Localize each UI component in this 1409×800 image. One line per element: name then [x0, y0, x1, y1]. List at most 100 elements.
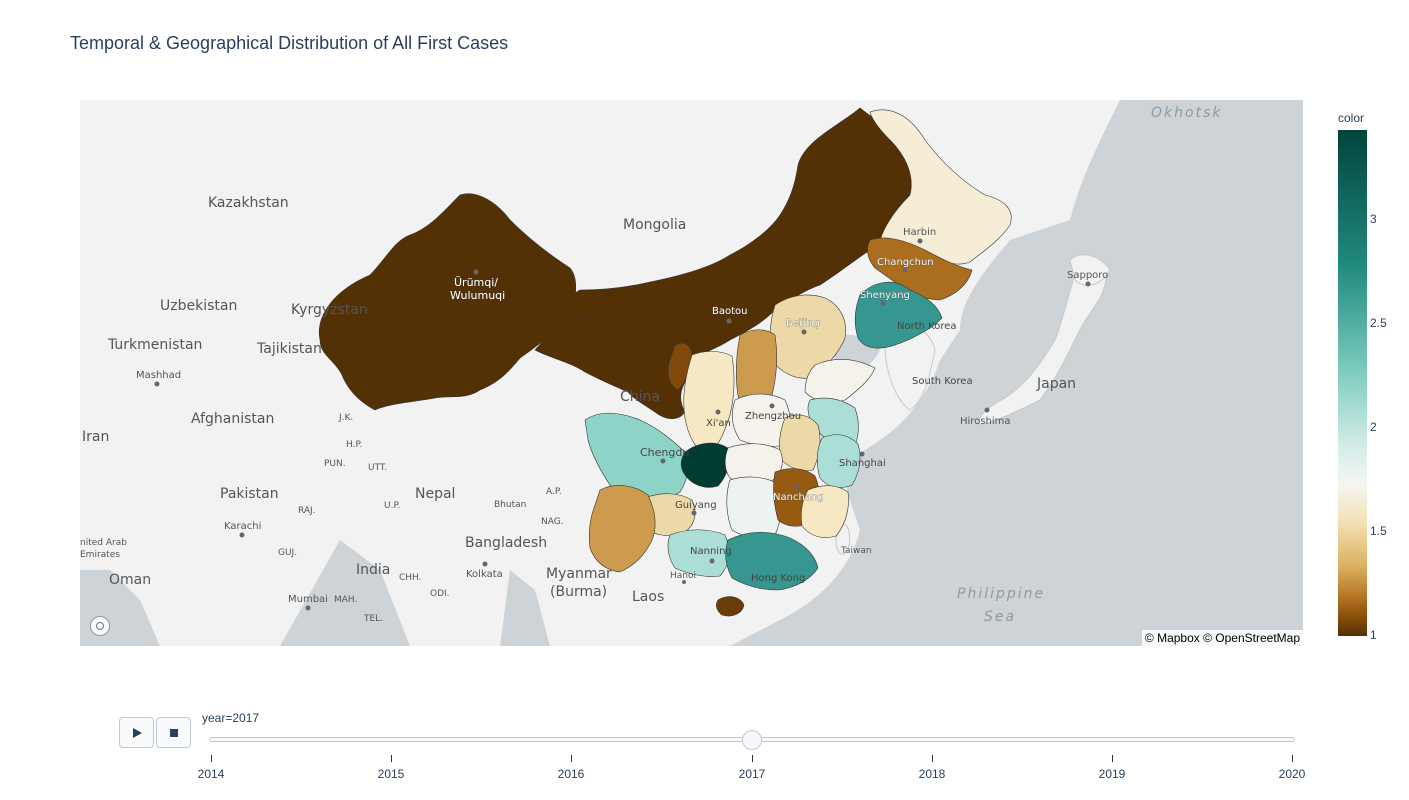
- colorbar-title: color: [1338, 111, 1365, 125]
- colorbar-tick-1: 1: [1370, 628, 1377, 642]
- city-dot-zhengzhou: [769, 403, 775, 409]
- label-kolkata: Kolkata: [466, 569, 503, 580]
- map-attribution[interactable]: © Mapbox © OpenStreetMap: [1141, 630, 1303, 646]
- label-north-korea: North Korea: [897, 321, 957, 332]
- city-dot-hiroshima: [984, 407, 990, 413]
- label-pakistan: Pakistan: [220, 486, 279, 502]
- label-karachi: Karachi: [224, 521, 261, 532]
- chart-title: Temporal & Geographical Distribution of …: [70, 33, 509, 53]
- play-icon: [133, 727, 142, 738]
- play-button[interactable]: [119, 717, 154, 748]
- city-dot-sapporo: [1085, 281, 1091, 287]
- label-nepal: Nepal: [415, 486, 455, 502]
- label-burma: (Burma): [550, 584, 607, 600]
- label-kazakhstan: Kazakhstan: [208, 195, 289, 211]
- city-dot-changchun: [902, 267, 908, 273]
- province-liaoning[interactable]: [854, 282, 943, 349]
- city-dot-shanghai: [859, 451, 865, 457]
- colorbar: [1338, 130, 1367, 636]
- label-china: China: [620, 389, 660, 405]
- label-raj: RAJ.: [298, 506, 316, 516]
- map-svg[interactable]: Kazakhstan Mongolia Uzbekistan Kyrgyzsta…: [80, 100, 1303, 646]
- slider-tick-label-2020[interactable]: 2020: [1278, 767, 1306, 781]
- map-view[interactable]: Kazakhstan Mongolia Uzbekistan Kyrgyzsta…: [80, 100, 1303, 646]
- label-shanghai: Shanghai: [839, 458, 886, 469]
- label-uae-2: Emirates: [80, 550, 120, 560]
- label-baotou: Baotou: [712, 306, 747, 317]
- slider-tick-label-2015[interactable]: 2015: [377, 767, 405, 781]
- label-tajikistan: Tajikistan: [256, 341, 322, 357]
- province-gansu[interactable]: [534, 317, 694, 420]
- city-dot-baotou: [726, 318, 732, 324]
- colorbar-tick-1-5: 1.5: [1370, 524, 1387, 538]
- label-nanchang: Nanchang: [773, 492, 824, 503]
- stop-button[interactable]: [156, 717, 191, 748]
- city-dot-urumqi: [473, 269, 479, 275]
- label-chengdu: Chengdu: [640, 446, 689, 459]
- label-nanning: Nanning: [690, 546, 732, 557]
- province-shaanxi[interactable]: [683, 351, 735, 456]
- province-shandong[interactable]: [804, 358, 876, 403]
- province-sichuan[interactable]: [584, 412, 689, 501]
- city-dot-nanchang: [794, 484, 800, 490]
- slider-tick-label-2018[interactable]: 2018: [918, 767, 946, 781]
- slider-tick-label-2019[interactable]: 2019: [1098, 767, 1126, 781]
- land-hokkaido: [1069, 254, 1111, 286]
- label-nag: NAG.: [541, 517, 564, 527]
- province-hainan[interactable]: [716, 596, 745, 617]
- slider-tick: [1292, 755, 1293, 762]
- slider-tick: [1112, 755, 1113, 762]
- label-kyrgyzstan: Kyrgyzstan: [291, 302, 368, 318]
- label-odi: ODI.: [430, 589, 450, 599]
- label-oman: Oman: [109, 572, 151, 588]
- label-laos: Laos: [632, 589, 664, 605]
- city-dot-beijing: [801, 329, 807, 335]
- label-sapporo: Sapporo: [1067, 270, 1108, 281]
- label-afghanistan: Afghanistan: [191, 411, 274, 427]
- slider-tick-label-2017[interactable]: 2017: [738, 767, 766, 781]
- label-xian: Xi'an: [706, 418, 731, 429]
- province-zhejiang[interactable]: [816, 434, 861, 488]
- province-guangxi[interactable]: [667, 529, 730, 577]
- label-iran: Iran: [82, 429, 109, 445]
- label-bhutan: Bhutan: [494, 500, 526, 510]
- label-myanmar: Myanmar: [546, 566, 612, 582]
- stop-icon: [169, 728, 178, 737]
- city-dot-shenyang: [880, 300, 886, 306]
- city-dot-hanoi: [682, 580, 686, 584]
- slider-current-value: year=2017: [202, 711, 260, 725]
- label-mashhad: Mashhad: [136, 370, 181, 381]
- province-guangdong[interactable]: [725, 531, 819, 591]
- label-urumqi-1: Ürümqi/: [454, 276, 498, 289]
- label-chh: CHH.: [399, 573, 422, 583]
- sea-east: [730, 100, 1303, 646]
- slider-tick-label-2014[interactable]: 2014: [197, 767, 225, 781]
- label-south-korea: South Korea: [912, 376, 973, 387]
- label-turkmenistan: Turkmenistan: [107, 337, 202, 353]
- land-japan: [978, 256, 1107, 426]
- slider-tick: [932, 755, 933, 762]
- label-jk: J.K.: [338, 413, 353, 423]
- slider-tick: [571, 755, 572, 762]
- city-dot-mumbai: [305, 605, 311, 611]
- city-dot-xian: [715, 409, 721, 415]
- year-slider-handle[interactable]: [742, 730, 762, 750]
- province-anhui[interactable]: [778, 414, 821, 471]
- province-yunnan[interactable]: [588, 485, 656, 573]
- province-chongqing[interactable]: [680, 442, 730, 488]
- slider-tick-label-2016[interactable]: 2016: [557, 767, 585, 781]
- label-changchun: Changchun: [877, 257, 934, 268]
- label-hong-kong: Hong Kong: [751, 573, 805, 584]
- mapbox-logo-icon[interactable]: [90, 616, 110, 636]
- city-dot-harbin: [917, 238, 923, 244]
- province-hunan[interactable]: [726, 476, 782, 539]
- label-ap: A.P.: [546, 487, 562, 497]
- province-layer: [318, 107, 1012, 617]
- province-jilin[interactable]: [867, 237, 973, 301]
- label-mumbai: Mumbai: [288, 594, 328, 605]
- label-urumqi-2: Wulumuqi: [450, 289, 505, 302]
- label-shenyang: Shenyang: [860, 290, 910, 301]
- label-harbin: Harbin: [903, 227, 936, 238]
- label-india: India: [356, 562, 390, 578]
- province-fujian[interactable]: [800, 485, 849, 538]
